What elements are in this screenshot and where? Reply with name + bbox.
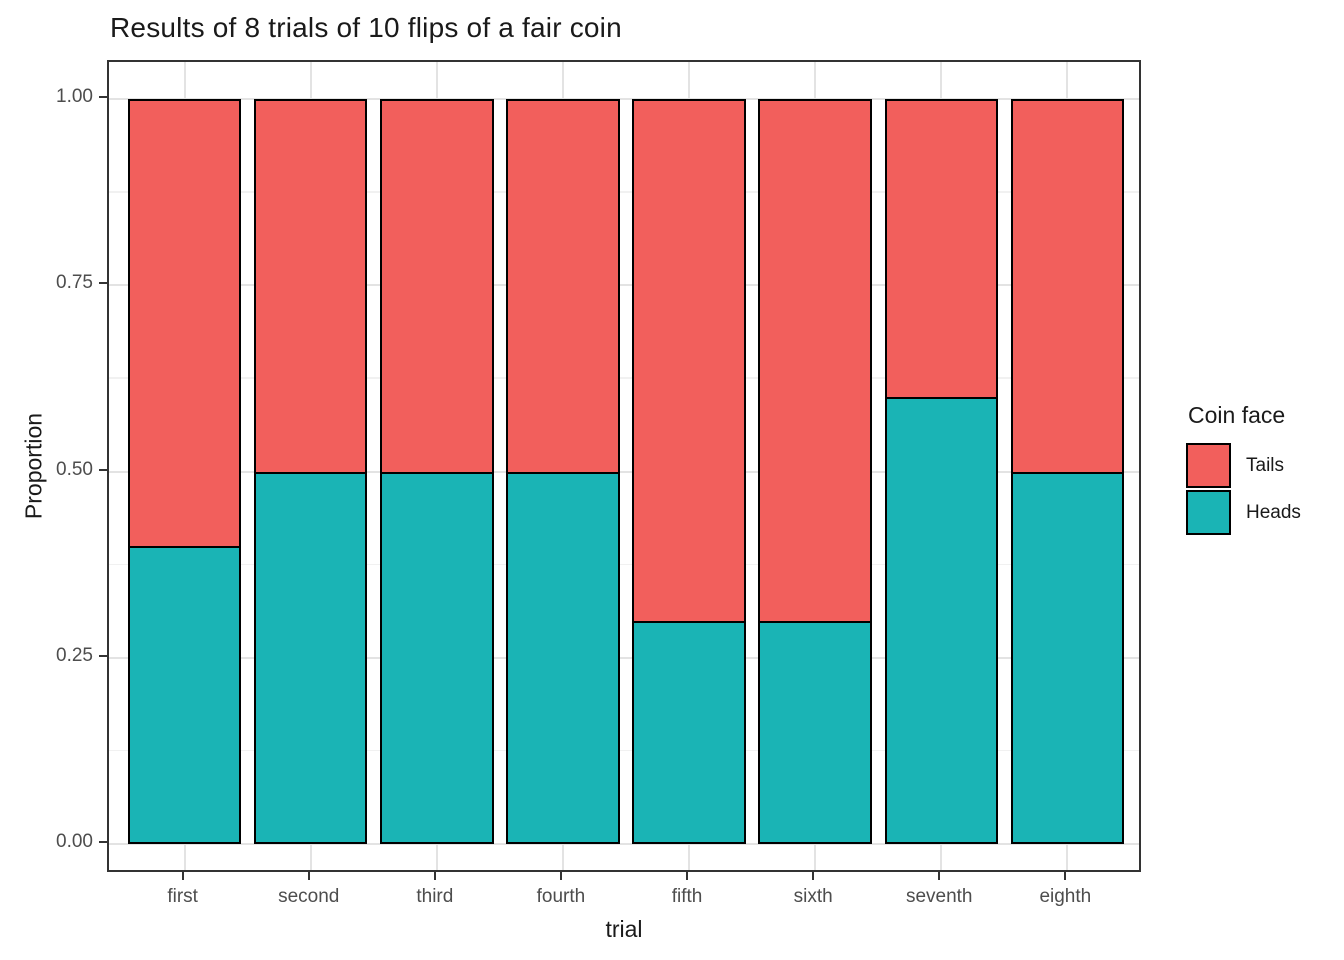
x-tick-label: fourth [536,886,586,907]
bar-segment-heads [1010,471,1125,844]
bar-segment-heads [127,546,242,844]
y-gridline-major [109,284,1139,287]
tails-swatch-icon [1186,443,1231,488]
y-tick-mark [99,282,107,285]
bar-segment-tails [632,99,746,623]
chart-title: Results of 8 trials of 10 flips of a fai… [110,12,622,43]
x-tick-mark [433,872,436,880]
y-gridline-minor [109,563,1139,566]
y-tick-label: 0.75 [56,272,93,294]
legend-title: Coin face [1188,402,1286,428]
bar-segment-tails [758,99,872,623]
bar-seventh [884,99,998,844]
x-tick-mark [559,872,562,880]
x-tick-mark [307,872,310,880]
plot-panel [107,60,1141,872]
y-tick-mark [99,96,107,98]
bar-segment-heads [632,620,746,844]
bar-segment-tails [380,99,494,474]
y-gridline-major [109,470,1139,473]
y-gridline-minor [109,377,1139,379]
legend-label-heads: Heads [1246,501,1301,523]
y-tick-label: 0.00 [56,831,93,852]
bar-segment-heads [506,471,620,844]
x-tick-label: sixth [793,886,833,907]
y-gridline-major [109,843,1139,845]
bar-segment-heads [380,471,494,844]
bar-eighth [1010,99,1125,844]
bar-fifth [632,99,746,844]
y-gridline-minor [109,749,1139,752]
legend-label-tails: Tails [1246,454,1285,476]
y-tick-mark [99,841,107,843]
x-tick-mark [1064,872,1067,880]
bar-segment-heads [884,397,998,844]
y-tick-label: 0.25 [56,644,93,666]
x-tick-mark [812,872,815,880]
legend-item-tails: Tails [1186,443,1301,488]
x-tick-label: first [167,886,198,907]
bar-segment-tails [1010,99,1125,474]
bar-third [380,99,494,844]
bar-sixth [758,99,872,844]
legend: Coin face Tails Heads [1186,402,1301,537]
heads-swatch-icon [1186,490,1231,535]
y-gridline-major [109,656,1139,659]
bar-segment-tails [506,99,620,474]
y-tick-mark [99,468,107,471]
bar-first [127,99,242,844]
y-tick-label: 1.00 [56,86,93,107]
x-tick-label: eighth [1039,886,1092,907]
y-gridline-major [109,98,1139,100]
x-axis-title: trial [605,916,643,942]
x-tick-mark [686,872,689,880]
bar-segment-tails [254,99,368,474]
y-tick-mark [99,654,107,657]
bar-segment-heads [254,471,368,844]
bar-segment-tails [884,99,998,399]
x-tick-label: fifth [671,886,703,907]
x-tick-label: seventh [905,886,973,907]
bar-segment-tails [127,99,242,548]
y-tick-label: 0.50 [56,458,93,480]
bar-second [254,99,368,844]
x-tick-mark [938,872,941,880]
bar-fourth [506,99,620,844]
bar-segment-heads [758,620,872,844]
x-tick-label: third [416,886,454,907]
y-axis-title: Proportion [20,412,47,520]
y-gridline-minor [109,191,1139,193]
x-tick-mark [181,872,184,880]
x-tick-label: second [278,886,340,907]
legend-item-heads: Heads [1186,490,1301,535]
